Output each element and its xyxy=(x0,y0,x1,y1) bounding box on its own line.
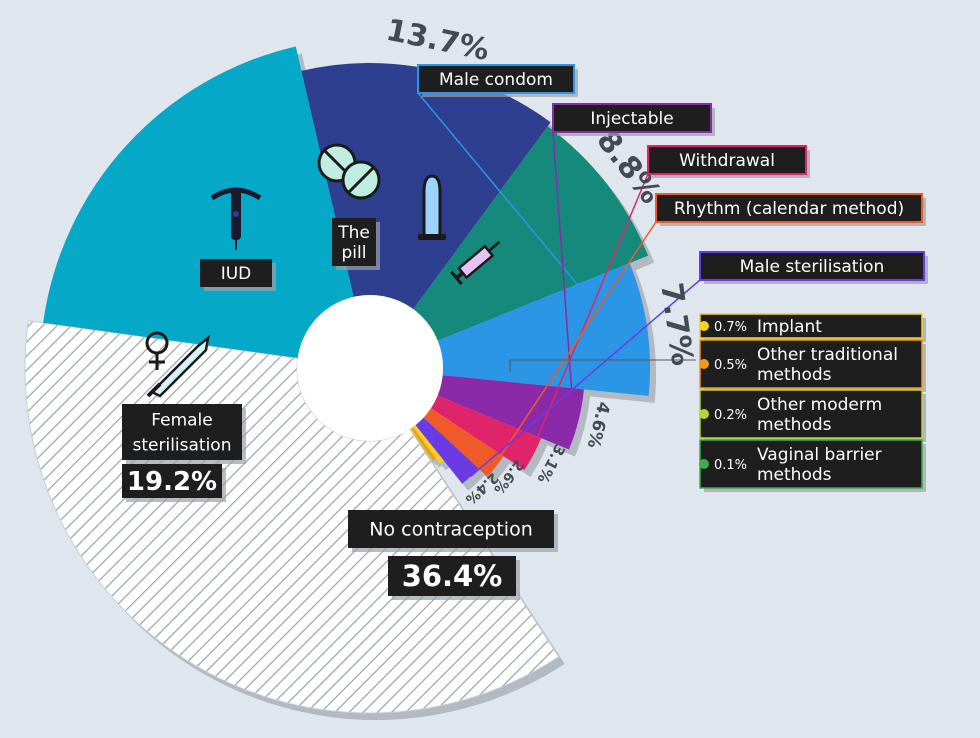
label-iud: IUD xyxy=(200,259,276,291)
legend-value: 0.5% xyxy=(714,358,747,373)
leader-withdrawal xyxy=(530,173,649,454)
label-pill-text: pill xyxy=(342,243,367,263)
callout-rhythm-text: Rhythm (calendar method) xyxy=(674,199,904,219)
legend-swatch xyxy=(699,321,709,331)
legend-value: 0.1% xyxy=(714,458,747,473)
value-no-contraception-text: 36.4% xyxy=(402,559,503,593)
slice-other_mod xyxy=(410,428,431,459)
legend-label: methods xyxy=(757,465,832,485)
legend-label: Other traditional xyxy=(757,345,898,365)
slice-rhythm xyxy=(423,408,504,477)
leader-injectable xyxy=(552,131,575,419)
label-female-sterilisation-text: sterilisation xyxy=(133,435,232,455)
value-label-iud: 13.7% xyxy=(383,13,492,68)
label-no-contraception: No contraception xyxy=(348,510,558,552)
callout-rhythm: Rhythm (calendar method) xyxy=(655,193,926,226)
condom-icon xyxy=(418,174,446,240)
slice-other_trad xyxy=(411,427,436,461)
label-female-sterilisation: Female sterilisation xyxy=(122,404,246,464)
legend-label: Other moderm xyxy=(757,395,882,415)
legend-label: methods xyxy=(757,415,832,435)
callout-withdrawal: Withdrawal xyxy=(647,145,810,178)
slice-male_ster xyxy=(415,417,479,484)
legend-swatch xyxy=(699,459,709,469)
legend-label: Implant xyxy=(757,317,822,337)
callout-condom: Male condom xyxy=(417,64,578,97)
legend-label: Vaginal barrier xyxy=(757,445,882,465)
leader-male_ster xyxy=(470,279,701,478)
legend-item-0: 0.7% Implant xyxy=(699,313,926,342)
iud-icon xyxy=(210,187,262,250)
syringe-icon xyxy=(450,241,501,286)
value-label-condom: 7.7% xyxy=(653,281,699,368)
value-no-contraception: 36.4% xyxy=(388,556,520,600)
leader-rhythm xyxy=(493,221,657,466)
pill-icon xyxy=(317,143,381,200)
leader-condom xyxy=(417,92,619,334)
legend-value: 0.7% xyxy=(714,320,747,335)
donut-hole xyxy=(297,295,443,441)
callout-withdrawal-text: Withdrawal xyxy=(679,151,775,171)
legend-swatch xyxy=(699,359,709,369)
slice-implant xyxy=(412,425,444,464)
value-female-sterilisation: 19.2% xyxy=(122,464,226,502)
value-female-sterilisation-text: 19.2% xyxy=(127,467,217,497)
scalpel-icon xyxy=(145,331,210,398)
label-female-sterilisation-text: Female xyxy=(151,410,212,430)
callout-injectable-text: Injectable xyxy=(590,109,673,129)
slice-pill xyxy=(413,126,649,341)
slice-withdrawal xyxy=(430,395,542,470)
callout-male_ster: Male sterilisation xyxy=(699,251,928,284)
slice-injectable xyxy=(437,375,584,450)
label-pill-text: The xyxy=(337,223,370,243)
legend-value: 0.2% xyxy=(714,408,747,423)
callout-injectable: Injectable xyxy=(552,103,715,136)
legend-label: methods xyxy=(757,365,832,385)
label-no-contraception-text: No contraception xyxy=(369,519,533,541)
callout-male_ster-text: Male sterilisation xyxy=(740,257,885,277)
callout-condom-text: Male condom xyxy=(439,70,553,90)
label-iud-text: IUD xyxy=(221,264,252,284)
legend-swatch xyxy=(699,409,709,419)
